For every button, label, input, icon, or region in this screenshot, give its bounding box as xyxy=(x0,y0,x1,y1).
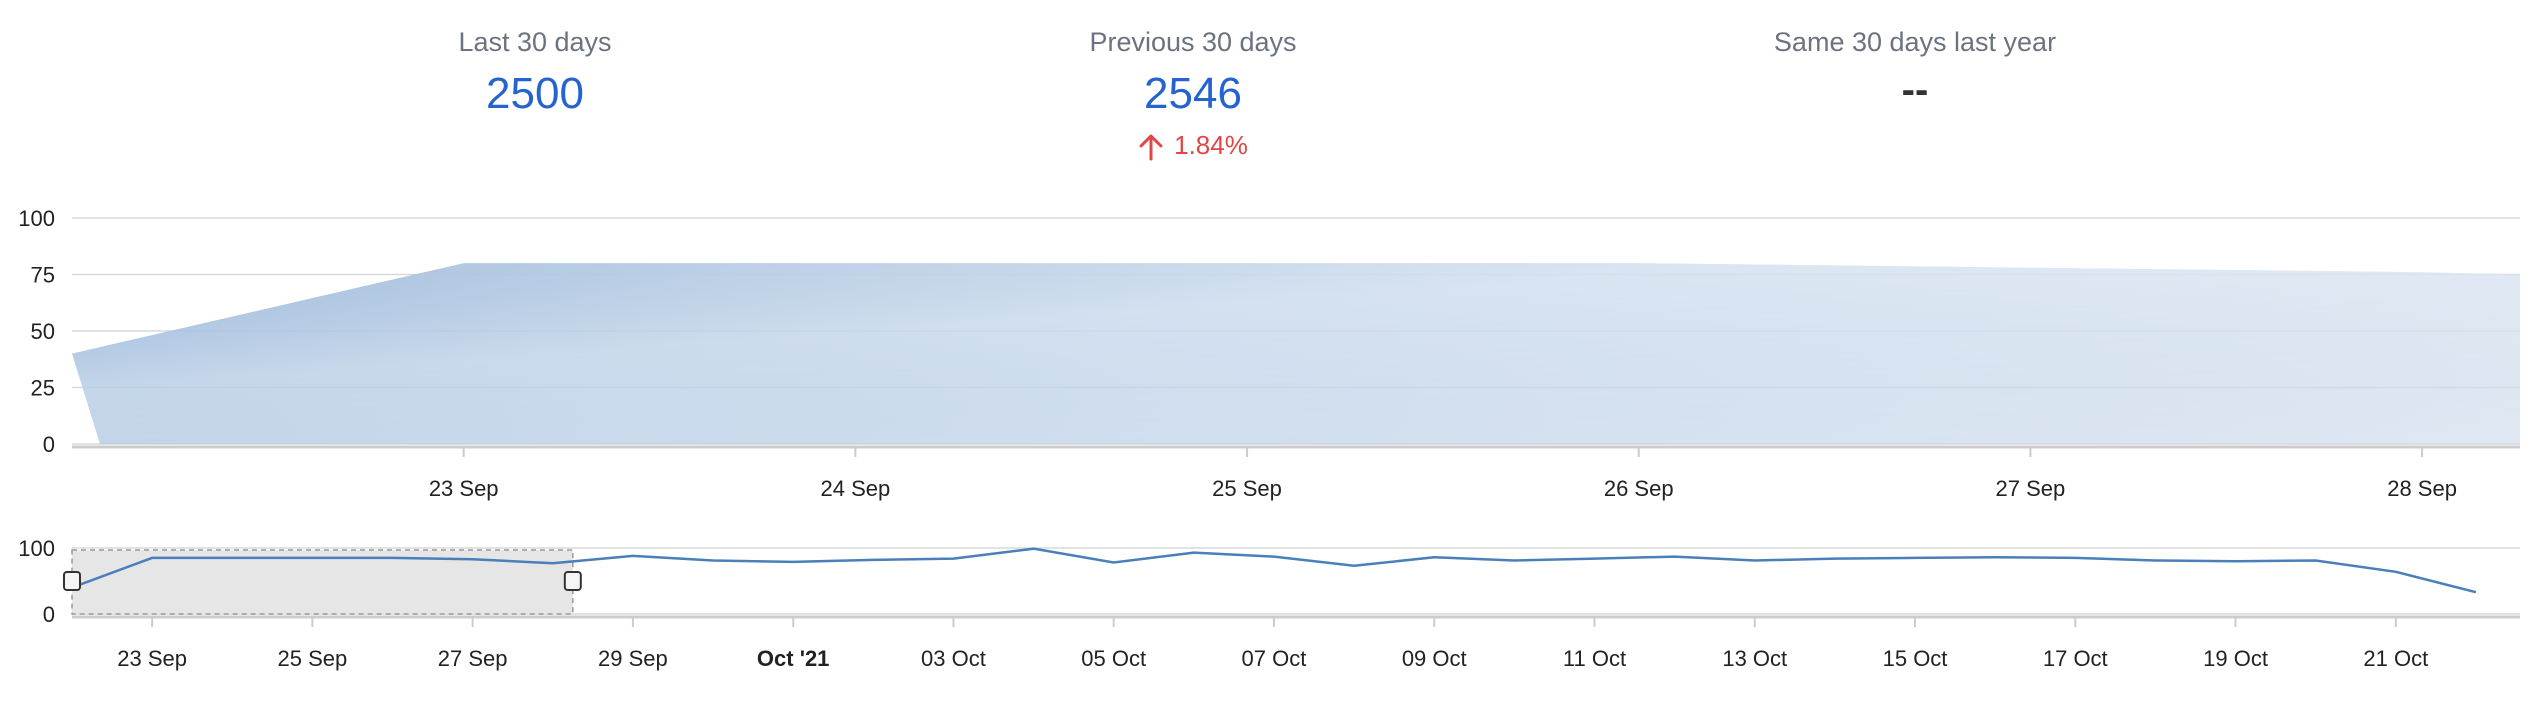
x-tick-label: 03 Oct xyxy=(921,646,986,671)
x-tick-label: Oct '21 xyxy=(757,646,830,671)
x-tick-label: 27 Sep xyxy=(438,646,508,671)
y-tick-label: 0 xyxy=(43,432,55,457)
x-tick-label: 25 Sep xyxy=(278,646,348,671)
navigator-series-line xyxy=(71,547,2477,594)
x-tick-label: 15 Oct xyxy=(1883,646,1948,671)
arrow-up-icon xyxy=(1138,133,1164,161)
area-fade xyxy=(72,263,2520,444)
x-tick-label: 09 Oct xyxy=(1402,646,1467,671)
y-tick-label: 50 xyxy=(31,319,55,344)
x-tick-label: 05 Oct xyxy=(1081,646,1146,671)
x-tick-label: 24 Sep xyxy=(820,476,890,501)
y-tick-label: 0 xyxy=(43,602,55,627)
x-tick-label: 26 Sep xyxy=(1604,476,1674,501)
x-tick-label: 11 Oct xyxy=(1563,646,1626,671)
stat-label: Previous 30 days xyxy=(1089,27,1297,57)
stat-change: 1.84% xyxy=(893,128,1493,162)
x-tick-label: 23 Sep xyxy=(117,646,187,671)
y-tick-label: 25 xyxy=(31,376,55,401)
stat-value: -- xyxy=(1901,68,1929,112)
x-tick-label: 17 Oct xyxy=(2043,646,2108,671)
x-tick-label: 23 Sep xyxy=(429,476,499,501)
stat-label: Last 30 days xyxy=(458,27,612,57)
stat-previous-30-days: Previous 30 days 2546 1.84% xyxy=(893,24,1493,162)
x-tick-label: 27 Sep xyxy=(1996,476,2066,501)
x-tick-label: 13 Oct xyxy=(1722,646,1787,671)
stat-value: 2500 xyxy=(486,69,584,118)
main-chart: 0 25 50 75 100 23 Sep 24 Sep 25 Sep 26 Sep 27 Sep… xyxy=(18,206,2520,501)
stat-same-30-days-last-year: Same 30 days last year -- xyxy=(1615,24,2215,110)
y-tick-label: 100 xyxy=(18,536,55,561)
navigator-chart[interactable]: 0 100 23 Sep 25 Sep 27 Sep 29 Sep Oct '21 03 Oc… xyxy=(18,536,2520,671)
x-tick-label: 25 Sep xyxy=(1212,476,1282,501)
y-tick-label: 100 xyxy=(18,206,55,231)
x-tick-label: 07 Oct xyxy=(1242,646,1307,671)
x-tick-label: 28 Sep xyxy=(2387,476,2457,501)
navigator-handle-left[interactable] xyxy=(63,571,81,591)
navigator-handle-right[interactable] xyxy=(563,571,582,591)
x-tick-label: 29 Sep xyxy=(598,646,668,671)
x-tick-label: 19 Oct xyxy=(2203,646,2268,671)
stat-value: 2546 xyxy=(1144,69,1242,118)
x-tick-label: 21 Oct xyxy=(2363,646,2428,671)
stat-change-value: 1.84% xyxy=(1174,130,1248,160)
stat-label: Same 30 days last year xyxy=(1773,27,2057,57)
y-tick-label: 75 xyxy=(31,263,55,288)
stat-last-30-days: Last 30 days 2500 xyxy=(235,24,835,122)
